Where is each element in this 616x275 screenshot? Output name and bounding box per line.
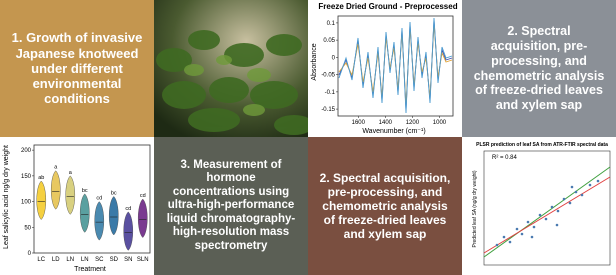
x-tick-label: 1000 xyxy=(433,120,447,126)
group-letter: cd xyxy=(140,193,146,199)
violin-chart: Leaf salicylic acid ng/g dry weight Trea… xyxy=(0,137,154,275)
spectral-panel-bottom: 2. Spectral acquisition, pre-processing,… xyxy=(308,137,462,275)
x-tick-label: LC xyxy=(37,257,45,263)
x-tick-label: SC xyxy=(95,257,104,263)
x-tick-label: LN xyxy=(81,257,89,263)
violin xyxy=(138,199,147,238)
spectra-chart: Freeze Dried Ground - Preprocessed Absor… xyxy=(308,0,462,137)
scatter-chart: PLSR prediction of leaf SA from ATR-FTIR… xyxy=(462,137,616,275)
x-tick-label: 1400 xyxy=(379,120,393,126)
y-tick-label: 0.1 xyxy=(327,21,336,27)
group-letter: bc xyxy=(82,188,88,194)
y-tick-label: -0.15 xyxy=(321,107,335,113)
x-tick-label: SN xyxy=(124,257,132,263)
violin xyxy=(109,196,118,235)
x-axis-label: Wavenumber (cm⁻¹) xyxy=(362,128,425,135)
y-tick-label: -0.1 xyxy=(325,90,336,96)
y-tick-label: 200 xyxy=(21,148,32,154)
y-tick-label: 50 xyxy=(24,225,31,231)
violin xyxy=(37,181,46,220)
spectral-panel-top: 2. Spectral acquisition, pre-processing,… xyxy=(462,0,616,137)
hormone-panel: 3. Measurement of hormone concentrations… xyxy=(154,137,308,275)
x-axis-label: Treatment xyxy=(74,266,106,273)
x-tick-label: SLN xyxy=(137,257,149,263)
violin xyxy=(80,194,89,233)
group-letter: bc xyxy=(111,190,117,196)
violin xyxy=(66,176,75,215)
y-tick-label: 100 xyxy=(21,200,32,206)
violin xyxy=(124,212,133,251)
y-tick-label: 0.05 xyxy=(323,38,335,44)
chart-title: Freeze Dried Ground - Preprocessed xyxy=(318,2,457,11)
group-letter: cd xyxy=(96,196,102,202)
y-axis-label: Absorbance xyxy=(311,43,318,80)
chart-title: PLSR prediction of leaf SA from ATR-FTIR… xyxy=(476,142,608,148)
y-axis-label: Predicted leaf SA (ng/g dry weight) xyxy=(472,170,478,247)
group-letter: cd xyxy=(125,206,131,212)
graphical-abstract: 1. Growth of invasive Japanese knotweed … xyxy=(0,0,616,275)
y-tick-label: -0.05 xyxy=(321,73,335,79)
group-letter: ab xyxy=(38,175,44,181)
x-tick-label: SD xyxy=(110,257,119,263)
violin xyxy=(51,171,60,210)
x-tick-label: 1600 xyxy=(352,120,366,126)
x-tick-label: 1200 xyxy=(406,120,420,126)
growth-panel: 1. Growth of invasive Japanese knotweed … xyxy=(0,0,154,137)
x-tick-label: LN xyxy=(66,257,74,263)
violin xyxy=(95,202,104,241)
x-tick-label: LD xyxy=(52,257,60,263)
annotation: R² = 0.84 xyxy=(492,155,518,161)
y-axis-label: Leaf salicylic acid ng/g dry weight xyxy=(3,145,10,249)
plants-photo xyxy=(154,0,308,137)
y-tick-label: 150 xyxy=(21,174,32,180)
